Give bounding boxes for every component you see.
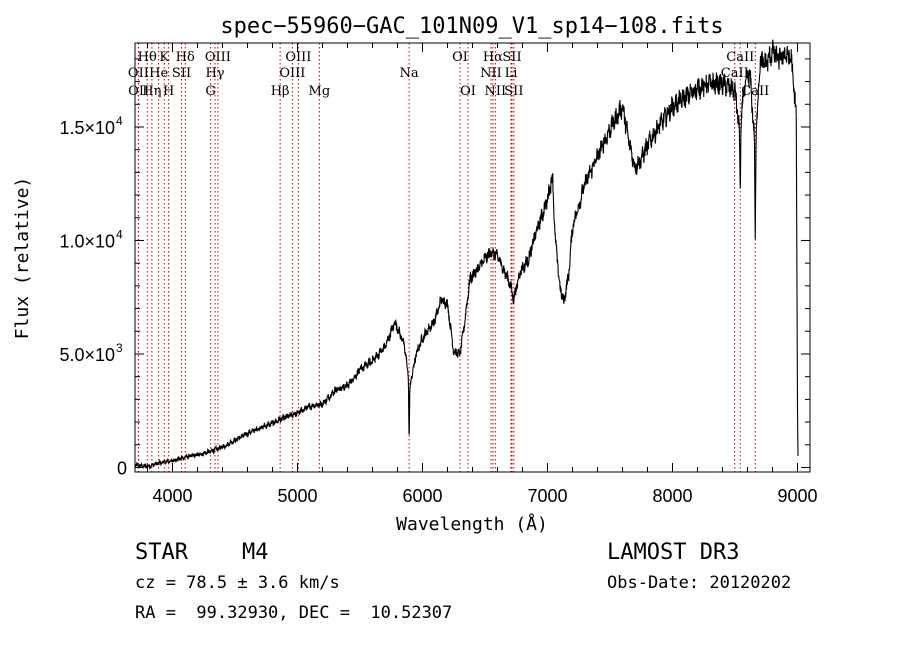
line-label: K xyxy=(159,50,169,65)
line-label: SII xyxy=(502,50,521,65)
line-label: Hβ xyxy=(271,84,290,99)
x-tick-label: 8000 xyxy=(652,486,692,506)
x-tick-label: 7000 xyxy=(527,486,567,506)
line-label: OI xyxy=(452,50,468,65)
line-label: NII xyxy=(480,66,502,81)
y-tick-exponent: 4 xyxy=(116,227,123,241)
spectral-line-markers xyxy=(137,43,756,472)
y-tick-mantissa: 5.0×10 xyxy=(59,345,115,365)
line-label: Mg xyxy=(309,84,331,99)
y-tick-label: 1.5×10 xyxy=(59,118,115,138)
line-label: NII xyxy=(485,84,507,99)
line-label: OIII xyxy=(205,50,231,65)
line-label: CaII xyxy=(726,50,754,65)
line-label: Hθ xyxy=(138,50,157,65)
redshift-readout: cz = 78.5 ± 3.6 km/s xyxy=(135,573,340,593)
line-label: SII xyxy=(172,66,191,81)
line-label: Hγ xyxy=(205,66,224,81)
y-tick-exponent: 4 xyxy=(116,114,123,128)
line-label: OII xyxy=(128,84,149,99)
x-tick-label: 9000 xyxy=(777,486,817,506)
line-label: G xyxy=(205,84,215,99)
plot-frame xyxy=(134,42,811,473)
x-tick-label: 4000 xyxy=(152,486,192,506)
object-class: STAR xyxy=(135,540,188,565)
line-label: OII xyxy=(128,66,149,81)
line-label: Hη xyxy=(142,84,161,99)
line-label: Hδ xyxy=(176,50,195,65)
line-label: Li xyxy=(505,66,518,81)
y-tick-label: 1.0×10 xyxy=(59,231,115,251)
line-label: CaII xyxy=(721,66,749,81)
y-tick-mantissa: 1.5×10 xyxy=(59,118,115,138)
x-axis-label: Wavelength (Å) xyxy=(396,513,548,535)
line-label: OI xyxy=(460,84,476,99)
line-label: OIII xyxy=(285,50,311,65)
y-tick-mantissa: 1.0×10 xyxy=(59,231,115,251)
line-label: He xyxy=(149,66,168,81)
x-axis-ticks: 4000 5000 6000 7000 8000 9000 xyxy=(147,43,818,506)
line-label: CaII xyxy=(741,84,769,99)
y-axis-ticks: 05.0×10 31.0×10 41.5×10 4 xyxy=(59,58,810,478)
y-tick-exponent: 3 xyxy=(116,341,123,355)
line-label: H xyxy=(163,84,174,99)
y-tick-label: 5.0×10 xyxy=(59,345,115,365)
line-label: OIII xyxy=(279,66,305,81)
line-label: SII xyxy=(504,84,523,99)
x-tick-label: 6000 xyxy=(402,486,442,506)
coordinates: RA = 99.32930, DEC = 10.52307 xyxy=(135,603,453,623)
chart-title: spec−55960−GAC_101N09_V1_sp14−108.fits xyxy=(220,14,723,39)
x-tick-label: 5000 xyxy=(277,486,317,506)
line-label: Hα xyxy=(483,50,503,65)
y-tick-label: 0 xyxy=(117,458,127,478)
obs-date: Obs-Date: 20120202 xyxy=(607,573,792,593)
survey-name: LAMOST DR3 xyxy=(607,540,740,565)
spectrum-curve xyxy=(134,39,799,471)
line-label: Na xyxy=(400,66,419,81)
y-tick-mantissa: 0 xyxy=(117,458,127,478)
object-subclass: M4 xyxy=(242,540,269,565)
y-axis-label: Flux (relative) xyxy=(12,177,33,340)
